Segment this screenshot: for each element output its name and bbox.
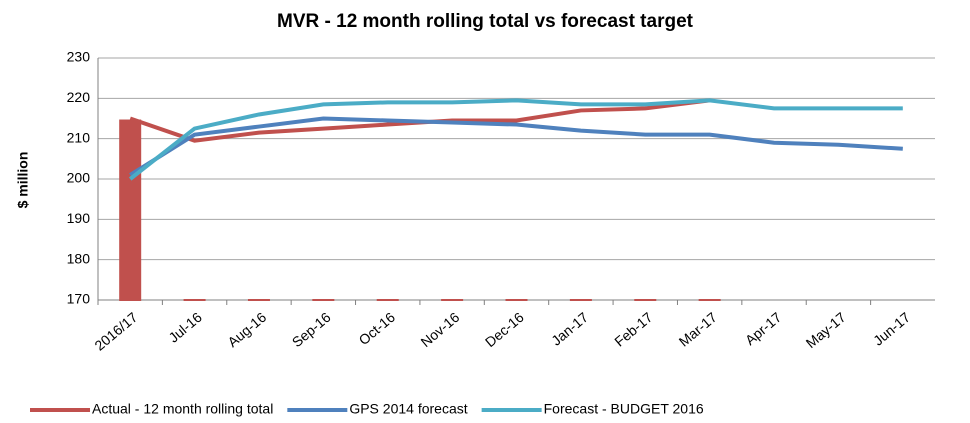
bar [119,119,142,302]
x-tick-label: Jan-17 [548,309,591,349]
y-tick-label: 210 [67,129,91,145]
x-tick-label: Aug-16 [224,309,269,350]
y-axis-label: $ million [15,152,31,209]
y-tick-label: 220 [67,89,91,105]
x-tick-label: Mar-17 [676,309,720,350]
x-tick-label: Nov-16 [418,309,463,350]
y-tick-label: 180 [67,250,91,266]
legend-label: GPS 2014 forecast [349,401,467,417]
x-tick-label: May-17 [803,309,849,351]
bar [569,299,592,301]
bar [376,299,399,301]
bar [698,299,721,301]
x-tick-label: Feb-17 [611,309,655,350]
y-tick-label: 170 [67,291,91,307]
x-tick-label: 2016/17 [91,309,140,354]
chart-title: MVR - 12 month rolling total vs forecast… [277,11,694,32]
legend-label: Actual - 12 month rolling total [92,401,273,417]
x-tick-label: Dec-16 [482,309,527,350]
y-tick-label: 230 [67,49,91,65]
line-series [129,116,903,177]
x-tick-label: Oct-16 [356,309,399,348]
x-tick-label: Sep-16 [289,309,334,350]
bar [312,299,335,301]
bar [247,299,270,301]
x-tick-label: Apr-17 [742,309,785,348]
line-series [128,98,903,181]
bar [441,299,464,301]
bar [183,299,206,301]
legend-label: Forecast - BUDGET 2016 [544,401,704,417]
x-tick-label: Jun-17 [870,309,913,349]
bar [634,299,657,301]
x-tick-label: Jul-16 [165,309,205,346]
y-tick-label: 200 [67,170,91,186]
bar [505,299,528,301]
y-tick-label: 190 [67,210,91,226]
